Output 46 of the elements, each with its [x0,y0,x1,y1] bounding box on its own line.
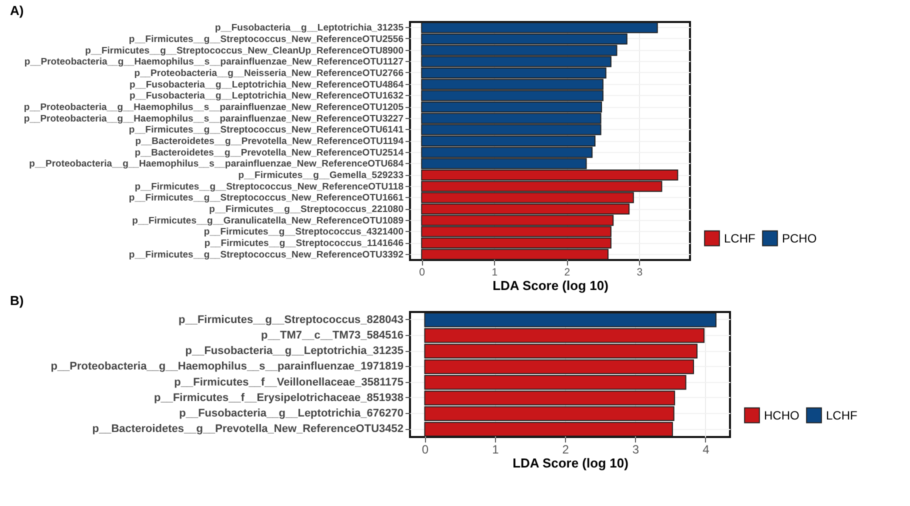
y-tick-label: p__Firmicutes__g__Streptococcus_New_ReferenceOTU3392 [128,249,404,260]
y-tick-label: p__TM7__c__TM73_584516 [261,329,404,342]
x-axis-title: LDA Score (log 10) [492,278,608,293]
y-tick-label: p__Firmicutes__g__Streptococcus_1141646 [204,238,404,249]
y-tick-label: p__Firmicutes__g__Streptococcus_New_ReferenceOTU6141 [128,124,404,136]
y-tick-label: p__Fusobacteria__g__Leptotrichia_676270 [179,408,404,420]
y-tick-label: p__Firmicutes__g__Gemella_529233 [238,170,404,181]
y-tick-label: p__Firmicutes__g__Streptococcus_New_ReferenceOTU1661 [128,192,404,204]
legend-label: LCHF [826,408,858,422]
y-tick-label: p__Firmicutes__f__Erysipelotrichaceae_851938 [154,392,404,404]
y-tick-label: p__Proteobacteria__g__Neisseria_New_ReferenceOTU2766 [134,68,404,79]
legend-label: PCHO [782,231,817,246]
y-tick-label: p__Proteobacteria__g__Haemophilus__s__parainfluenzae_New_ReferenceOTU1127 [24,56,404,68]
y-tick-label: p__Firmicutes__f__Veillonellaceae_3581175 [174,376,404,388]
y-tick-label: p__Proteobacteria__g__Haemophilus__s__parainfluenzae_1971819 [50,360,404,373]
y-tick-label: p__Fusobacteria__g__Leptotrichia_New_ReferenceOTU1632 [129,90,404,102]
text: B) [10,293,24,308]
x-tick-label: 0 [419,266,426,278]
y-tick-label: p__Fusobacteria__g__Leptotrichia_New_ReferenceOTU4864 [129,79,404,90]
y-tick-label: p__Firmicutes__g__Streptococcus_New_CleanUp_ReferenceOTU8900 [85,45,404,56]
legend-label: LCHF [724,231,756,246]
y-tick-label: p__Firmicutes__g__Granulicatella_New_ReferenceOTU1089 [132,215,404,226]
x-tick-label: 1 [492,442,500,456]
y-tick-label: p__Firmicutes__g__Streptococcus_4321400 [204,226,404,238]
x-tick-label: 2 [564,266,570,278]
x-tick-label: 3 [636,266,643,278]
x-tick-label: 4 [702,442,710,456]
x-tick-label: 3 [632,442,640,456]
y-tick-label: p__Bacteroidetes__g__Prevotella_New_ReferenceOTU3452 [92,423,404,436]
y-tick-label: p__Firmicutes__g__Streptococcus_New_ReferenceOTU2556 [128,34,404,45]
x-axis-title: LDA Score (log 10) [512,456,628,470]
y-tick-label: p__Firmicutes__g__Streptococcus_221080 [209,204,404,215]
text: A) [10,3,24,18]
y-tick-label: p__Fusobacteria__g__Leptotrichia_31235 [214,22,404,34]
x-tick-label: 0 [422,442,429,456]
y-tick-label: p__Bacteroidetes__g__Prevotella_New_ReferenceOTU2514 [134,147,404,158]
legend-label: HCHO [764,408,800,422]
y-tick-label: p__Proteobacteria__g__Haemophilus__s__parainfluenzae_New_ReferenceOTU1205 [24,102,404,113]
y-tick-label: p__Bacteroidetes__g__Prevotella_New_ReferenceOTU1194 [135,136,404,147]
y-tick-label: p__Firmicutes__g__Streptococcus_828043 [178,314,404,326]
y-tick-label: p__Proteobacteria__g__Haemophilus__s__parainfluenzae_New_ReferenceOTU684 [29,158,404,170]
y-tick-label: p__Fusobacteria__g__Leptotrichia_31235 [185,345,404,358]
y-tick-label: p__Firmicutes__g__Streptococcus_New_ReferenceOTU118 [134,181,404,192]
x-tick-label: 2 [562,442,570,456]
y-tick-label: p__Proteobacteria__g__Haemophilus__s__parainfluenzae_New_ReferenceOTU3227 [24,113,404,124]
x-tick-label: 1 [492,266,498,278]
